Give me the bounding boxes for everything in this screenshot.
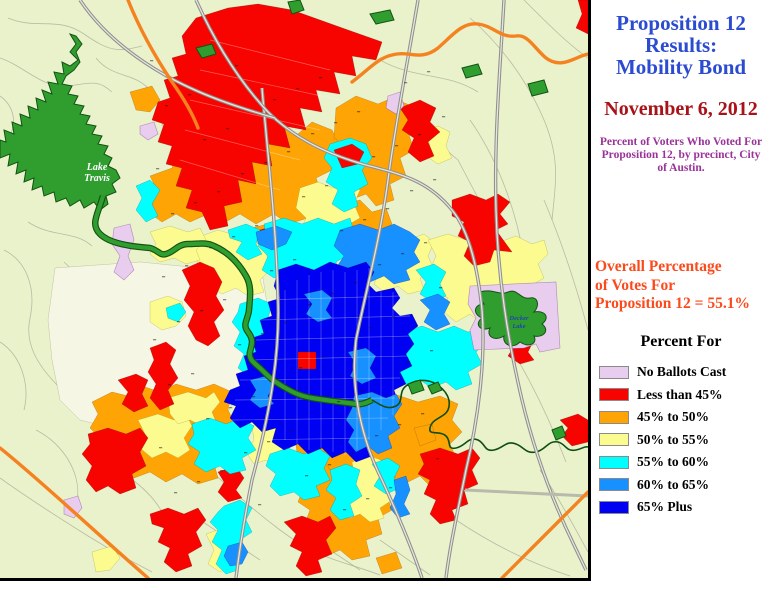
- austin-precinct-map: Lake Travis Decker Lake: [0, 0, 590, 580]
- toll-road-northwest: [126, 0, 200, 130]
- water-layer: [0, 0, 589, 454]
- legend-label: 65% Plus: [637, 499, 693, 515]
- precincts-60-65-islands: [223, 289, 451, 567]
- legend-swatch-65-plus: [599, 500, 629, 514]
- lake-travis-label: Lake: [86, 162, 108, 173]
- legend-swatch-60-65: [599, 478, 629, 492]
- legend-label: 60% to 65%: [637, 476, 709, 492]
- page-title: Proposition 12 Results: Mobility Bond: [591, 12, 771, 78]
- election-date: November 6, 2012: [604, 98, 758, 120]
- legend-item-55-60: 55% to 60%: [599, 451, 726, 474]
- legend-label: 55% to 60%: [637, 454, 709, 470]
- legend-swatch-less-45: [599, 388, 629, 402]
- legend: No Ballots Cast Less than 45% 45% to 50%…: [599, 361, 726, 519]
- highway-mopac: [234, 87, 280, 579]
- info-panel: Proposition 12 Results: Mobility Bond No…: [591, 0, 771, 590]
- overall-line-3: Proposition 12 = 55.1%: [595, 295, 750, 312]
- legend-swatch-no-ballots: [599, 365, 629, 379]
- title-line-3: Mobility Bond: [615, 55, 747, 79]
- legend-item-60-65: 60% to 65%: [599, 474, 726, 497]
- lake-travis: [0, 33, 121, 211]
- legend-swatch-45-50: [599, 410, 629, 424]
- decker-lake: [475, 290, 547, 347]
- map-description: Percent of Voters Who Voted For Proposit…: [599, 136, 763, 174]
- legend-label: No Ballots Cast: [637, 364, 727, 380]
- arterial-road-east: [464, 488, 589, 498]
- highways-layer: [78, 0, 589, 579]
- toll-road-southwest: [0, 446, 150, 580]
- map-border-bottom: [0, 578, 591, 581]
- map-labels: Lake Travis Decker Lake: [84, 162, 529, 330]
- legend-item-45-50: 45% to 50%: [599, 406, 726, 429]
- toll-road-northeast: [350, 22, 590, 84]
- downtown-red-precinct: [297, 351, 317, 370]
- legend-item-50-55: 50% to 55%: [599, 429, 726, 452]
- highway-i35: [352, 0, 424, 579]
- legend-label: 45% to 50%: [637, 409, 709, 425]
- legend-item-less-45: Less than 45%: [599, 384, 726, 407]
- title-line-1: Proposition 12: [616, 11, 746, 35]
- orange-toll-roads: [0, 0, 590, 580]
- legend-item-65-plus: 65% Plus: [599, 496, 726, 519]
- legend-item-no-ballots: No Ballots Cast: [599, 361, 726, 384]
- colorado-river: [93, 195, 373, 407]
- toll-road-southeast: [500, 490, 590, 580]
- map-border-right: [588, 0, 591, 581]
- title-line-2: Results:: [644, 33, 718, 57]
- overall-percentage: Overall Percentage of Votes For Proposit…: [595, 258, 771, 314]
- legend-swatch-55-60: [599, 455, 629, 469]
- highway-130: [493, 0, 588, 571]
- overall-line-1: Overall Percentage: [595, 258, 722, 275]
- street-grid-texture: [179, 39, 413, 455]
- highway-620: [78, 0, 276, 120]
- overall-line-2: of Votes For: [595, 276, 676, 294]
- park-patch: [195, 0, 567, 441]
- highway-183: [194, 0, 485, 579]
- decker-lake-label: Decker: [508, 315, 529, 322]
- legend-label: 50% to 55%: [637, 431, 709, 447]
- precinct-number-specks: [150, 60, 446, 511]
- legend-title: Percent For: [640, 333, 722, 350]
- map-canvas: Lake Travis Decker Lake: [0, 0, 590, 580]
- decker-lake-label-2: Lake: [511, 323, 525, 330]
- legend-label: Less than 45%: [637, 386, 723, 402]
- legend-swatch-50-55: [599, 433, 629, 447]
- lake-travis-label-2: Travis: [84, 173, 110, 184]
